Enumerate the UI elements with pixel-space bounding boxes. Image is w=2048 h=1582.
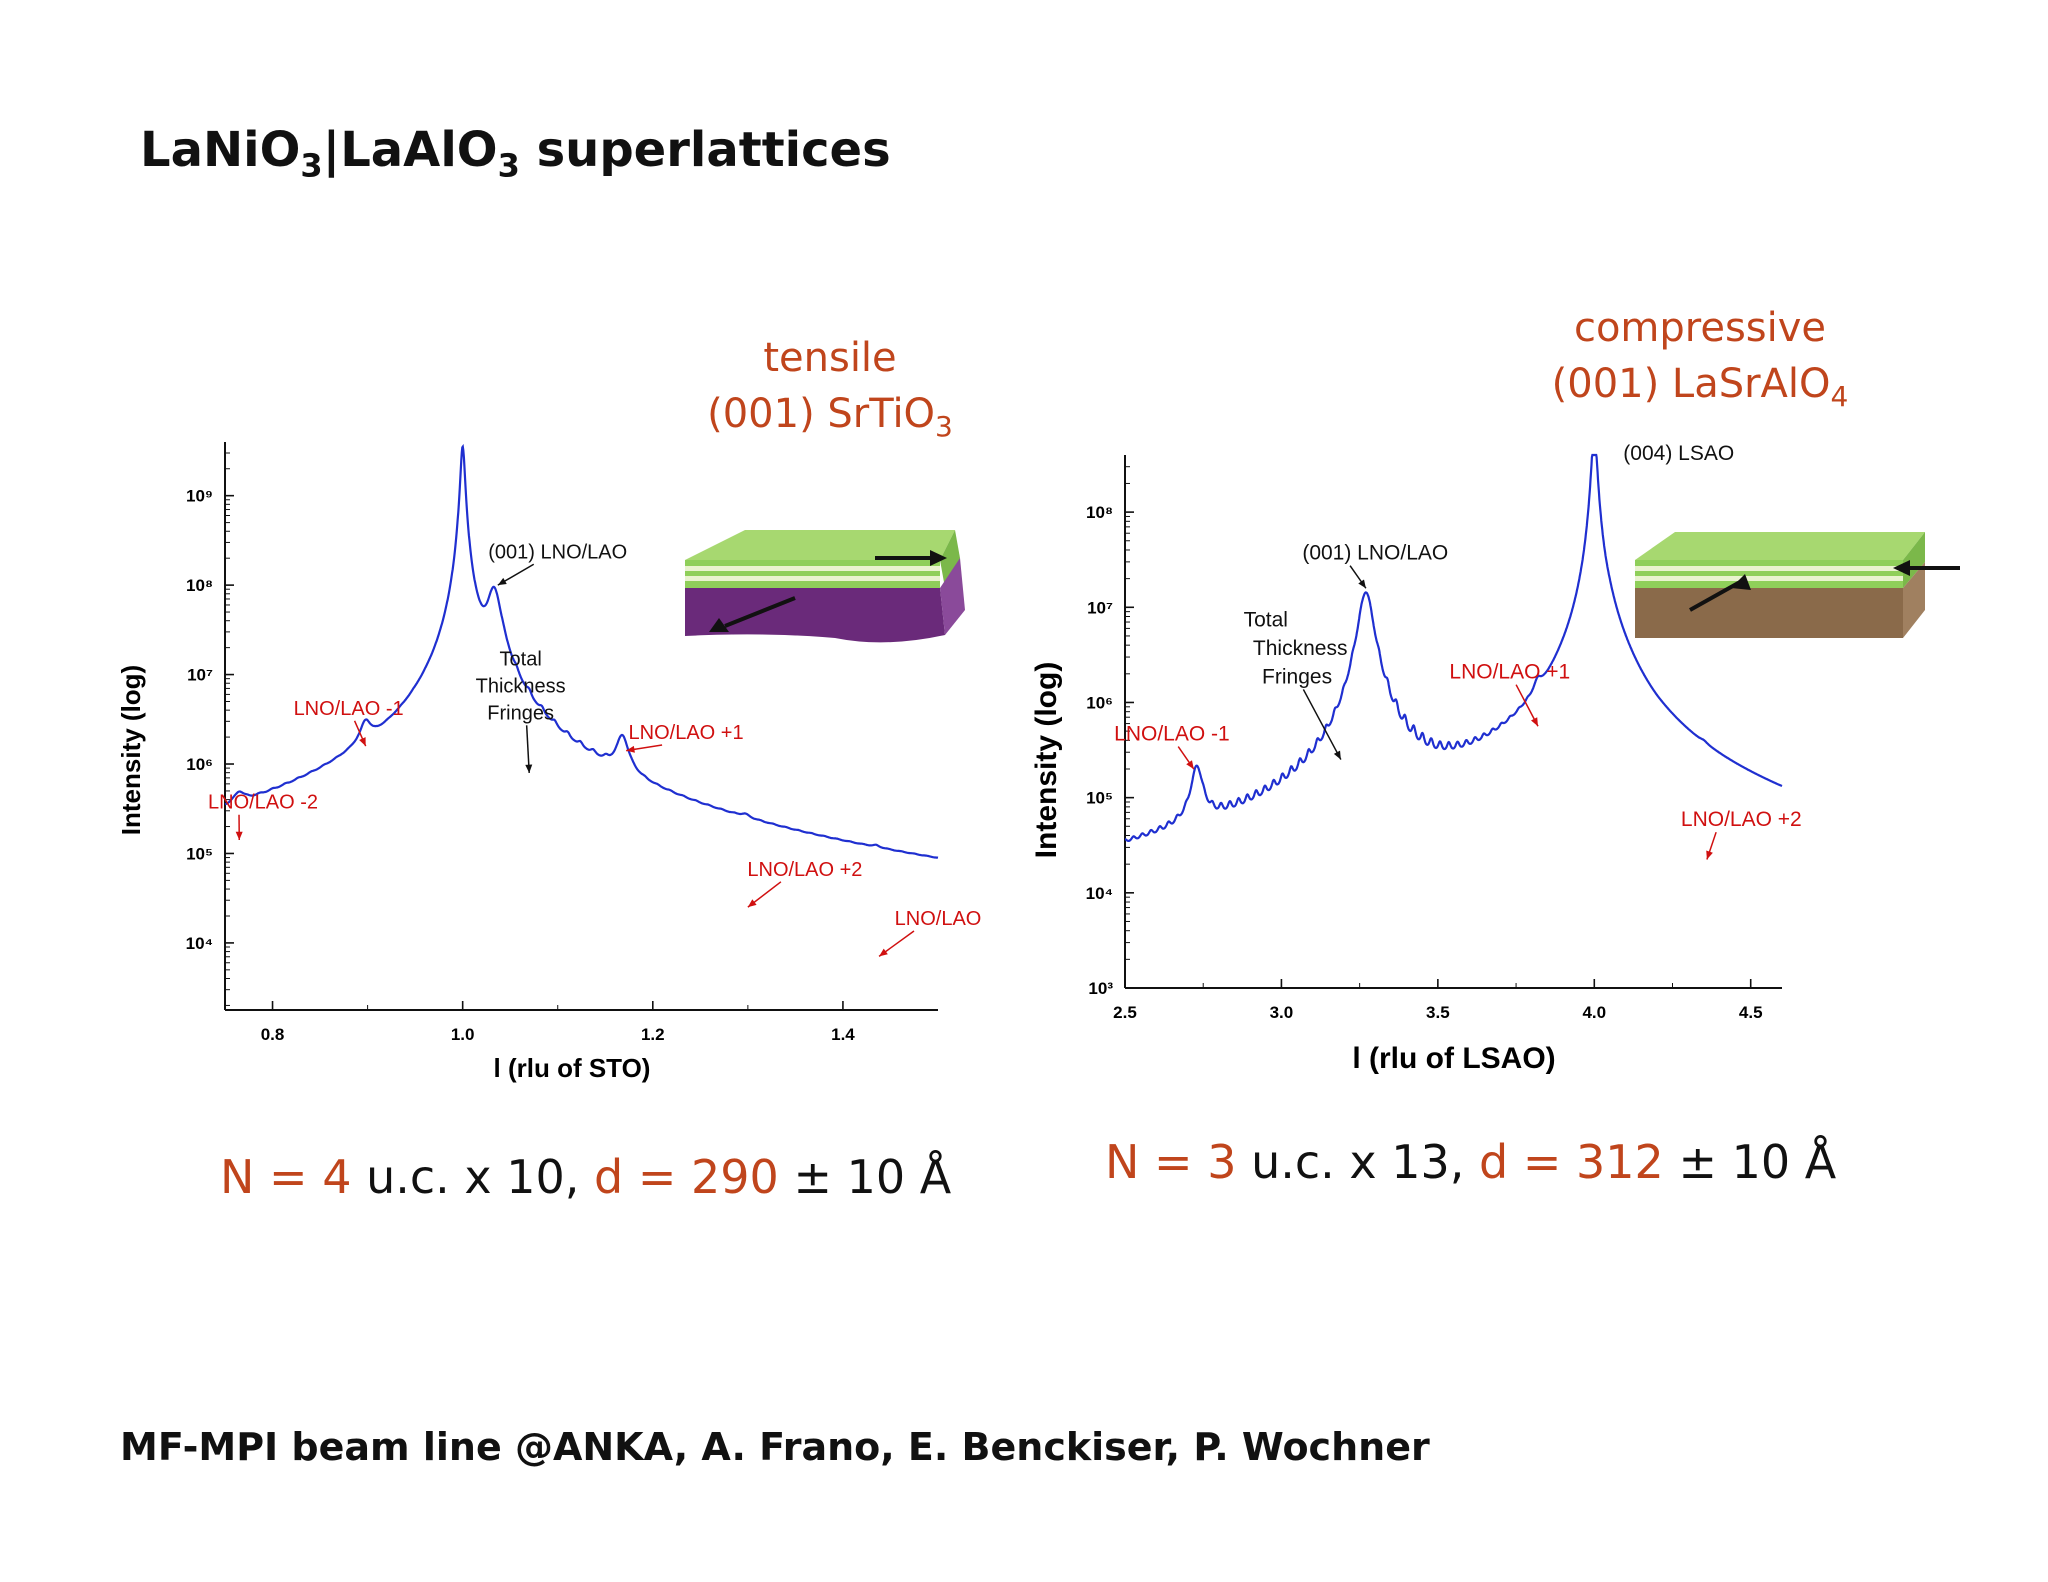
y-tick-label: 10⁴ xyxy=(186,934,213,953)
compressive-arrow-right xyxy=(1689,580,1741,612)
y-tick-label: 10⁴ xyxy=(1086,884,1113,903)
annotation-label: LNO/LAO +2 xyxy=(747,859,862,881)
annotation-arrow xyxy=(1302,689,1342,760)
annotation-label: Thickness xyxy=(476,675,566,697)
right-formula-err: ± 10 Å xyxy=(1663,1135,1837,1189)
y-tick-label: 10⁸ xyxy=(186,576,213,595)
right-x-axis-title: l (rlu of LSAO) xyxy=(1352,1042,1555,1075)
annotation-label: LNO/LAO -1 xyxy=(294,698,404,720)
x-tick-label: 4.0 xyxy=(1582,1003,1606,1022)
annotation-label: (001) LNO/LAO xyxy=(488,541,627,563)
compressive-schematic xyxy=(1635,532,1960,638)
left-formula-err: ± 10 Å xyxy=(778,1150,952,1204)
annotation-label: LNO/LAO +2 xyxy=(1681,808,1802,831)
right-formula-uc: u.c. x 13, xyxy=(1236,1135,1480,1189)
tensile-arrow-left xyxy=(724,596,796,628)
left-formula: N = 4 u.c. x 10, d = 290 ± 10 Å xyxy=(220,1150,951,1204)
right-substrate-text: (001) LaSrAlO xyxy=(1551,361,1831,407)
annotation-arrowhead xyxy=(747,899,757,908)
x-tick-label: 1.2 xyxy=(641,1025,665,1044)
annotation-label: (001) LNO/LAO xyxy=(1302,542,1448,565)
right-formula: N = 3 u.c. x 13, d = 312 ± 10 Å xyxy=(1105,1135,1836,1189)
right-strain-type: compressive xyxy=(1573,305,1827,351)
left-formula-d: d = 290 xyxy=(594,1150,779,1204)
left-y-axis-title: Intensity (log) xyxy=(116,665,146,835)
y-tick-label: 10⁹ xyxy=(186,487,213,506)
y-tick-label: 10⁸ xyxy=(1086,503,1113,522)
x-tick-label: 1.0 xyxy=(451,1025,475,1044)
annotation-arrowhead xyxy=(235,831,243,841)
left-substrate-sub: 3 xyxy=(935,410,953,443)
y-tick-label: 10⁵ xyxy=(186,844,213,863)
annotation-label: Thickness xyxy=(1253,637,1348,660)
right-y-axis-title: Intensity (log) xyxy=(1030,662,1063,859)
x-tick-label: 4.5 xyxy=(1739,1003,1763,1022)
slide-title: LaNiO3|LaAlO3 superlattices xyxy=(140,122,891,185)
annotation-label: (004) LSAO xyxy=(1623,442,1734,465)
y-tick-label: 10⁷ xyxy=(1087,598,1113,617)
right-substrate: (001) LaSrAlO4 xyxy=(1520,356,1880,425)
left-formula-uc: u.c. x 10, xyxy=(351,1150,595,1204)
right-strain-label: compressive (001) LaSrAlO4 xyxy=(1520,300,1880,425)
y-tick-label: 10⁵ xyxy=(1086,789,1113,808)
tensile-schematic xyxy=(685,530,965,643)
y-tick-label: 10⁶ xyxy=(1086,693,1113,712)
annotation-arrowhead xyxy=(497,577,507,586)
annotation-arrowhead xyxy=(359,737,366,747)
annotation-label: LNO/LAO +1 xyxy=(1449,661,1570,684)
annotation-arrowhead xyxy=(879,948,888,957)
left-strain-label: tensile (001) SrTiO3 xyxy=(700,330,960,455)
right-xrd-chart: 10³ 10⁴ 10⁵ 10⁶ 10⁷ 10⁸ 2.5 3.0 3.5 4.0 4.5 (004) … xyxy=(1030,442,1960,1075)
annotation-arrowhead xyxy=(1358,579,1366,589)
annotation-arrowhead xyxy=(1706,850,1713,860)
annotation-arrowhead xyxy=(525,764,533,773)
title-separator: |LaAlO xyxy=(322,122,498,178)
x-tick-label: 2.5 xyxy=(1113,1003,1137,1022)
annotation-label: LNO/LAO -2 xyxy=(208,792,318,814)
annotation-label: Total xyxy=(1244,608,1288,631)
annotation-label: Fringes xyxy=(1262,665,1332,688)
annotation-label: Total xyxy=(500,649,542,671)
annotation-arrowhead xyxy=(626,745,635,753)
annotation-arrowhead xyxy=(1531,717,1538,727)
right-formula-n: N = 3 xyxy=(1105,1135,1237,1189)
left-substrate-text: (001) SrTiO xyxy=(707,391,936,437)
x-tick-label: 3.0 xyxy=(1270,1003,1294,1022)
annotation-label: LNO/LAO -1 xyxy=(1114,723,1230,746)
title-main: LaNiO xyxy=(140,122,301,178)
x-tick-label: 0.8 xyxy=(261,1025,285,1044)
x-tick-label: 1.4 xyxy=(831,1025,855,1044)
left-strain-type: tensile xyxy=(763,335,897,381)
left-x-axis-title: l (rlu of STO) xyxy=(494,1053,651,1083)
right-xrd-curve xyxy=(1124,453,1783,842)
annotation-label: LNO/LAO +1 xyxy=(629,722,744,744)
credit-line: MF-MPI beam line @ANKA, A. Frano, E. Ben… xyxy=(120,1425,1430,1469)
left-substrate: (001) SrTiO3 xyxy=(700,386,960,455)
right-formula-d: d = 312 xyxy=(1479,1135,1664,1189)
annotation-label: Fringes xyxy=(487,702,554,724)
title-subscript-1: 3 xyxy=(300,146,323,185)
annotation-arrowhead xyxy=(1333,750,1341,760)
title-subscript-2: 3 xyxy=(497,146,520,185)
annotation-arrowhead xyxy=(1186,760,1194,770)
y-tick-label: 10⁶ xyxy=(186,755,213,774)
y-tick-label: 10⁷ xyxy=(187,666,213,685)
right-substrate-sub: 4 xyxy=(1830,380,1849,413)
x-tick-label: 3.5 xyxy=(1426,1003,1450,1022)
left-formula-n: N = 4 xyxy=(220,1150,352,1204)
title-end: superlattices xyxy=(519,122,891,178)
left-xrd-curve xyxy=(224,443,939,859)
annotation-label: LNO/LAO xyxy=(895,908,982,930)
y-tick-label: 10³ xyxy=(1088,979,1113,998)
